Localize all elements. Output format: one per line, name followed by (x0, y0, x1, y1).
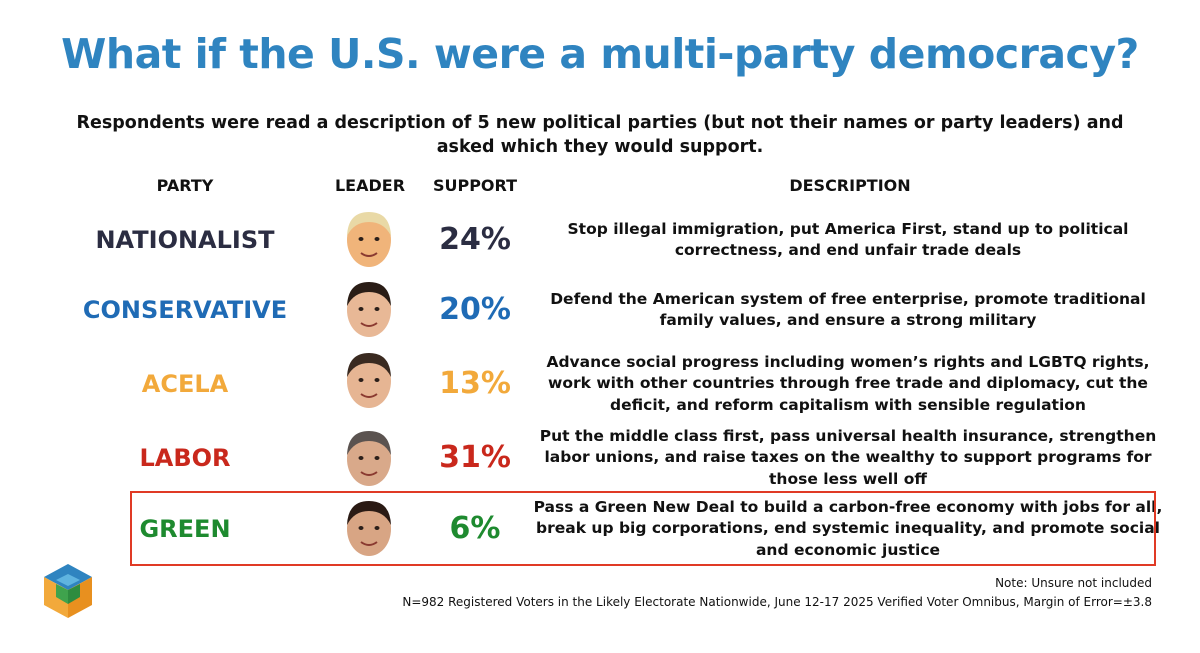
party-name: CONSERVATIVE (82, 296, 288, 324)
leader-portrait-acela (347, 353, 391, 408)
table-row: GREEN 6% Pass a Green New Deal to build a … (0, 495, 1200, 567)
column-header-support: SUPPORT (432, 176, 518, 195)
table-row: CONSERVATIVE 20% Defend the American syste… (0, 276, 1200, 348)
column-header-description: DESCRIPTION (789, 176, 911, 195)
subtitle: Respondents were read a description of 5… (76, 113, 1124, 157)
party-description: Stop illegal immigration, put America Fi… (567, 219, 1129, 260)
table-row: LABOR 31% Put the middle class first, pass… (0, 425, 1200, 495)
support-value: 13% (439, 366, 511, 401)
party-name: ACELA (141, 370, 229, 398)
party-description: Pass a Green New Deal to build a carbon-… (533, 497, 1163, 559)
support-value: 24% (439, 222, 511, 257)
leader-portrait-labor (347, 431, 391, 486)
footnote-source: N=982 Registered Voters in the Likely El… (402, 595, 1152, 609)
leader-portrait-conservative (347, 282, 391, 337)
party-name: GREEN (139, 515, 231, 543)
footnote-unsure: Note: Unsure not included (995, 576, 1152, 590)
support-value: 6% (449, 511, 501, 546)
party-description: Advance social progress including women’… (546, 352, 1150, 414)
column-header-leader: LEADER (334, 176, 406, 195)
table-row: ACELA 13% Advance social progress includin… (0, 347, 1200, 425)
page-title: What if the U.S. were a multi-party demo… (61, 30, 1139, 78)
table-row: NATIONALIST 24% Stop illegal immigration, … (0, 206, 1200, 278)
party-description: Put the middle class first, pass univers… (539, 426, 1157, 488)
highlight-box (130, 491, 1156, 566)
leader-portrait-nationalist (347, 212, 391, 267)
party-name: NATIONALIST (95, 226, 275, 254)
support-value: 20% (439, 292, 511, 327)
party-name: LABOR (139, 444, 231, 472)
leader-portrait-green (347, 501, 391, 556)
column-header-party: PARTY (156, 176, 214, 195)
cube-logo-icon (44, 564, 92, 618)
support-value: 31% (439, 440, 511, 475)
party-description: Defend the American system of free enter… (550, 289, 1146, 330)
